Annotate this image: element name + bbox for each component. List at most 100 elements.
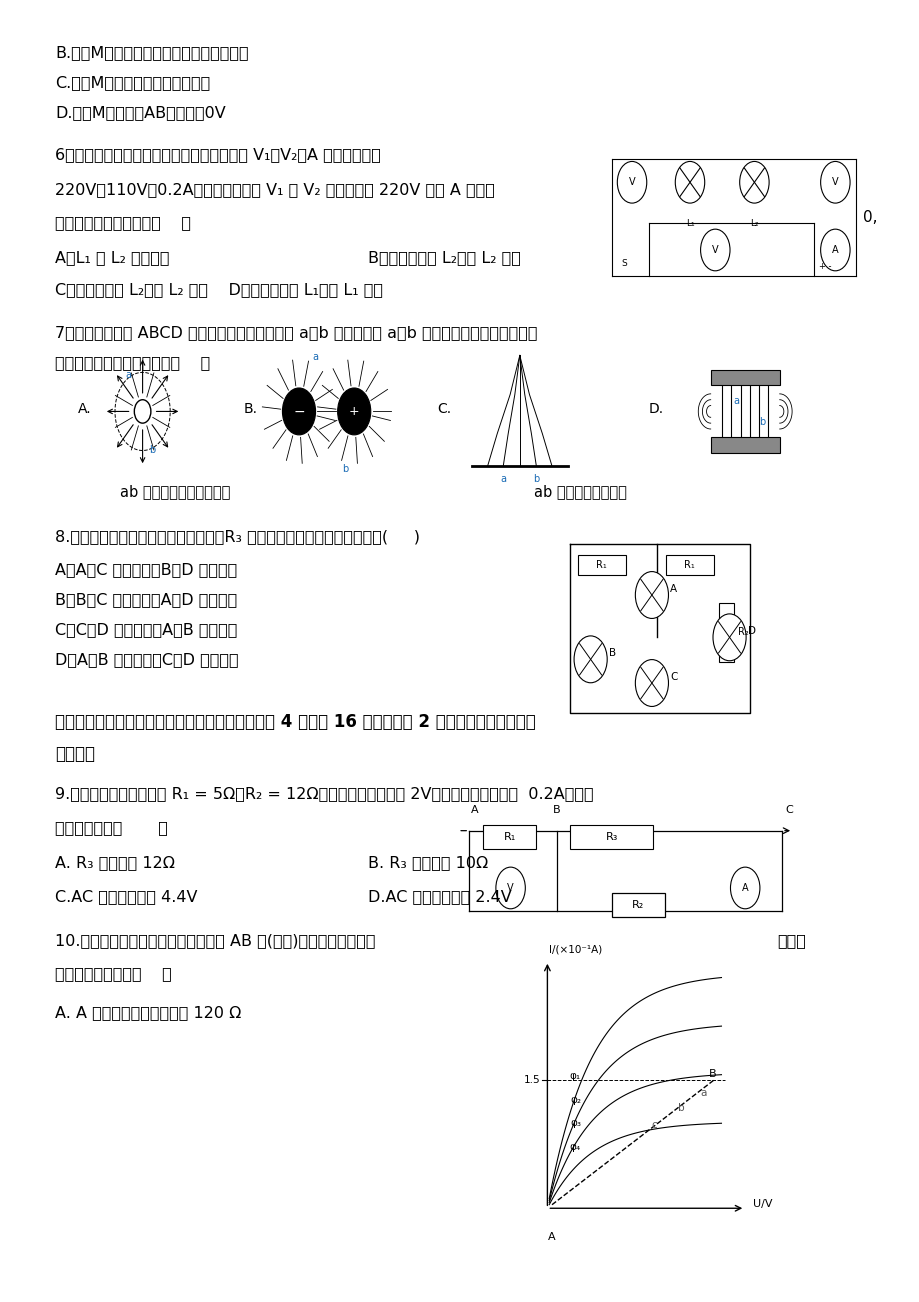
FancyBboxPatch shape xyxy=(611,893,664,917)
Text: V: V xyxy=(506,883,514,893)
Text: A: A xyxy=(548,1232,555,1242)
Text: a: a xyxy=(125,370,130,380)
Text: + -: + - xyxy=(818,262,831,271)
Circle shape xyxy=(820,229,849,271)
Text: D.AC 两端的电压为 2.4V: D.AC 两端的电压为 2.4V xyxy=(368,889,511,905)
Bar xyxy=(710,370,779,385)
Text: b: b xyxy=(533,474,539,484)
Text: φ₁: φ₁ xyxy=(569,1072,580,1081)
Text: φ₄: φ₄ xyxy=(569,1142,580,1151)
Text: C: C xyxy=(785,805,792,815)
Text: 大小相等、方向也相同的是（    ）: 大小相等、方向也相同的是（ ） xyxy=(55,355,210,371)
Text: b: b xyxy=(149,445,154,456)
Text: A: A xyxy=(831,245,838,255)
Text: 7．在如图所示的 ABCD 四种电场中，分别标记有 a、b 两点，其中 a、b 两点的电势相等，电场强度: 7．在如图所示的 ABCD 四种电场中，分别标记有 a、b 两点，其中 a、b … xyxy=(55,326,537,341)
Text: S: S xyxy=(620,259,626,268)
Text: +: + xyxy=(348,405,359,418)
Text: 说法正确的是（       ）: 说法正确的是（ ） xyxy=(55,820,168,836)
Text: A．A、C 两灯变亮，B、D 两灯变暗: A．A、C 两灯变亮，B、D 两灯变暗 xyxy=(55,562,237,578)
Circle shape xyxy=(820,161,849,203)
Circle shape xyxy=(675,161,704,203)
Text: A. A 点对应的导体的电阻为 120 Ω: A. A 点对应的导体的电阻为 120 Ω xyxy=(55,1005,242,1021)
Text: 1.5: 1.5 xyxy=(523,1074,539,1085)
Circle shape xyxy=(712,615,745,661)
Text: B: B xyxy=(552,805,560,815)
FancyBboxPatch shape xyxy=(570,825,652,849)
Text: A．L₁ 和 L₂ 同时断路: A．L₁ 和 L₂ 同时断路 xyxy=(55,250,169,266)
Text: D.: D. xyxy=(648,402,663,415)
Text: ab 两点关于电荷连线对称: ab 两点关于电荷连线对称 xyxy=(119,484,230,500)
Text: A. R₃ 的阻值为 12Ω: A. R₃ 的阻值为 12Ω xyxy=(55,855,175,871)
FancyBboxPatch shape xyxy=(665,555,713,575)
Text: C.物体M不动时，电路中没有电流: C.物体M不动时，电路中没有电流 xyxy=(55,76,210,91)
Text: C．C、D 两灯变亮，A、B 两灯变暗: C．C、D 两灯变亮，A、B 两灯变暗 xyxy=(55,622,237,638)
Text: L₁: L₁ xyxy=(685,219,694,228)
Text: V: V xyxy=(711,245,718,255)
Text: V: V xyxy=(831,177,838,187)
Text: b: b xyxy=(342,464,347,474)
Text: 9.如图所示电路中，已知 R₁ = 5Ω，R₂ = 12Ω，理想电压表示数为 2V，理想电流表示数为  0.2A，下列: 9.如图所示电路中，已知 R₁ = 5Ω，R₂ = 12Ω，理想电压表示数为 2… xyxy=(55,786,593,802)
Circle shape xyxy=(573,635,607,682)
Text: B. R₃ 的阻值为 10Ω: B. R₃ 的阻值为 10Ω xyxy=(368,855,488,871)
Text: R₃: R₃ xyxy=(605,832,618,842)
Text: R₁: R₁ xyxy=(596,560,607,570)
Text: L₂: L₂ xyxy=(749,219,758,228)
FancyBboxPatch shape xyxy=(577,555,625,575)
Text: R₂: R₂ xyxy=(737,628,748,637)
Text: C.: C. xyxy=(437,402,450,415)
Text: A: A xyxy=(471,805,478,815)
Text: A: A xyxy=(741,883,748,893)
Text: a: a xyxy=(500,474,505,484)
Text: R₁: R₁ xyxy=(684,560,694,570)
Text: D: D xyxy=(747,626,755,635)
Text: B．B、C 两灯变亮，A、D 两灯变暗: B．B、C 两灯变亮，A、D 两灯变暗 xyxy=(55,592,237,608)
Text: a: a xyxy=(732,396,738,406)
Text: C.AC 两端的电压为 4.4V: C.AC 两端的电压为 4.4V xyxy=(55,889,198,905)
Text: C．出故障的是 L₂，且 L₂ 断路    D．出故障的是 L₁，且 L₁ 断路: C．出故障的是 L₂，且 L₂ 断路 D．出故障的是 L₁，且 L₁ 断路 xyxy=(55,283,383,298)
Text: B.物体M运动时，电压表的示数会发生变化: B.物体M运动时，电压表的示数会发生变化 xyxy=(55,46,248,61)
Circle shape xyxy=(337,388,370,435)
Text: −: − xyxy=(293,405,304,418)
Text: 下列说法正确的是（    ）: 下列说法正确的是（ ） xyxy=(55,966,172,982)
Text: D．A、B 两灯变亮，C、D 两灯变暗: D．A、B 两灯变亮，C、D 两灯变暗 xyxy=(55,652,239,668)
Text: A: A xyxy=(670,583,676,594)
Text: 则电路中出现故障的是（    ）: 则电路中出现故障的是（ ） xyxy=(55,215,191,230)
Text: B．出故障的是 L₂，且 L₂ 短路: B．出故障的是 L₂，且 L₂ 短路 xyxy=(368,250,520,266)
Text: b: b xyxy=(677,1103,684,1113)
Text: A.: A. xyxy=(78,402,92,415)
Text: B: B xyxy=(608,648,616,658)
Text: a: a xyxy=(312,352,318,362)
Bar xyxy=(710,437,779,453)
Text: V: V xyxy=(628,177,635,187)
Text: R₂: R₂ xyxy=(631,900,644,910)
Text: c: c xyxy=(652,1120,657,1130)
Text: R₁: R₁ xyxy=(503,832,516,842)
Text: a: a xyxy=(699,1087,706,1098)
Text: 0,: 0, xyxy=(862,210,877,225)
Text: b: b xyxy=(758,417,764,427)
Text: D.物体M不动时，AB间电压为0V: D.物体M不动时，AB间电压为0V xyxy=(55,105,226,121)
Text: 二、多选题（每小题至少有两个正确选项，每小题 4 分，共 16 分，漏选得 2 分，错选、多选、不选: 二、多选题（每小题至少有两个正确选项，每小题 4 分，共 16 分，漏选得 2 … xyxy=(55,713,536,732)
FancyBboxPatch shape xyxy=(719,603,733,661)
Circle shape xyxy=(730,867,759,909)
Text: B: B xyxy=(708,1069,716,1079)
Text: I/(×10⁻¹A): I/(×10⁻¹A) xyxy=(549,944,602,954)
Text: ab 两点在匀强电场中: ab 两点在匀强电场中 xyxy=(533,484,626,500)
Circle shape xyxy=(134,400,151,423)
Circle shape xyxy=(700,229,730,271)
Text: C: C xyxy=(670,672,677,681)
Text: 220V、110V、0.2A，突然发现当表 V₁ 和 V₂ 的示数都是 220V 而表 A 示数为: 220V、110V、0.2A，突然发现当表 V₁ 和 V₂ 的示数都是 220V… xyxy=(55,182,494,198)
Text: 得零分）: 得零分） xyxy=(55,745,95,763)
Circle shape xyxy=(635,572,668,618)
Circle shape xyxy=(635,660,668,707)
Circle shape xyxy=(617,161,646,203)
Circle shape xyxy=(739,161,768,203)
Text: φ₃: φ₃ xyxy=(569,1118,580,1128)
Text: 8.如图所示电路中电源内阻不可忽略，R₃ 被短路时，电路中出现的现象为(     ): 8.如图所示电路中电源内阻不可忽略，R₃ 被短路时，电路中出现的现象为( ) xyxy=(55,529,420,544)
Text: 10.某一导体的伏安特性曲线如图中的 AB 段(曲线)所示，关于导体的: 10.某一导体的伏安特性曲线如图中的 AB 段(曲线)所示，关于导体的 xyxy=(55,934,375,949)
Circle shape xyxy=(495,867,525,909)
Text: φ₂: φ₂ xyxy=(569,1095,580,1104)
Text: 6．如图所示的电路中，电路正常工作时，表 V₁、V₂、A 的示数分别为: 6．如图所示的电路中，电路正常工作时，表 V₁、V₂、A 的示数分别为 xyxy=(55,147,380,163)
FancyBboxPatch shape xyxy=(482,825,536,849)
Text: B.: B. xyxy=(244,402,257,415)
